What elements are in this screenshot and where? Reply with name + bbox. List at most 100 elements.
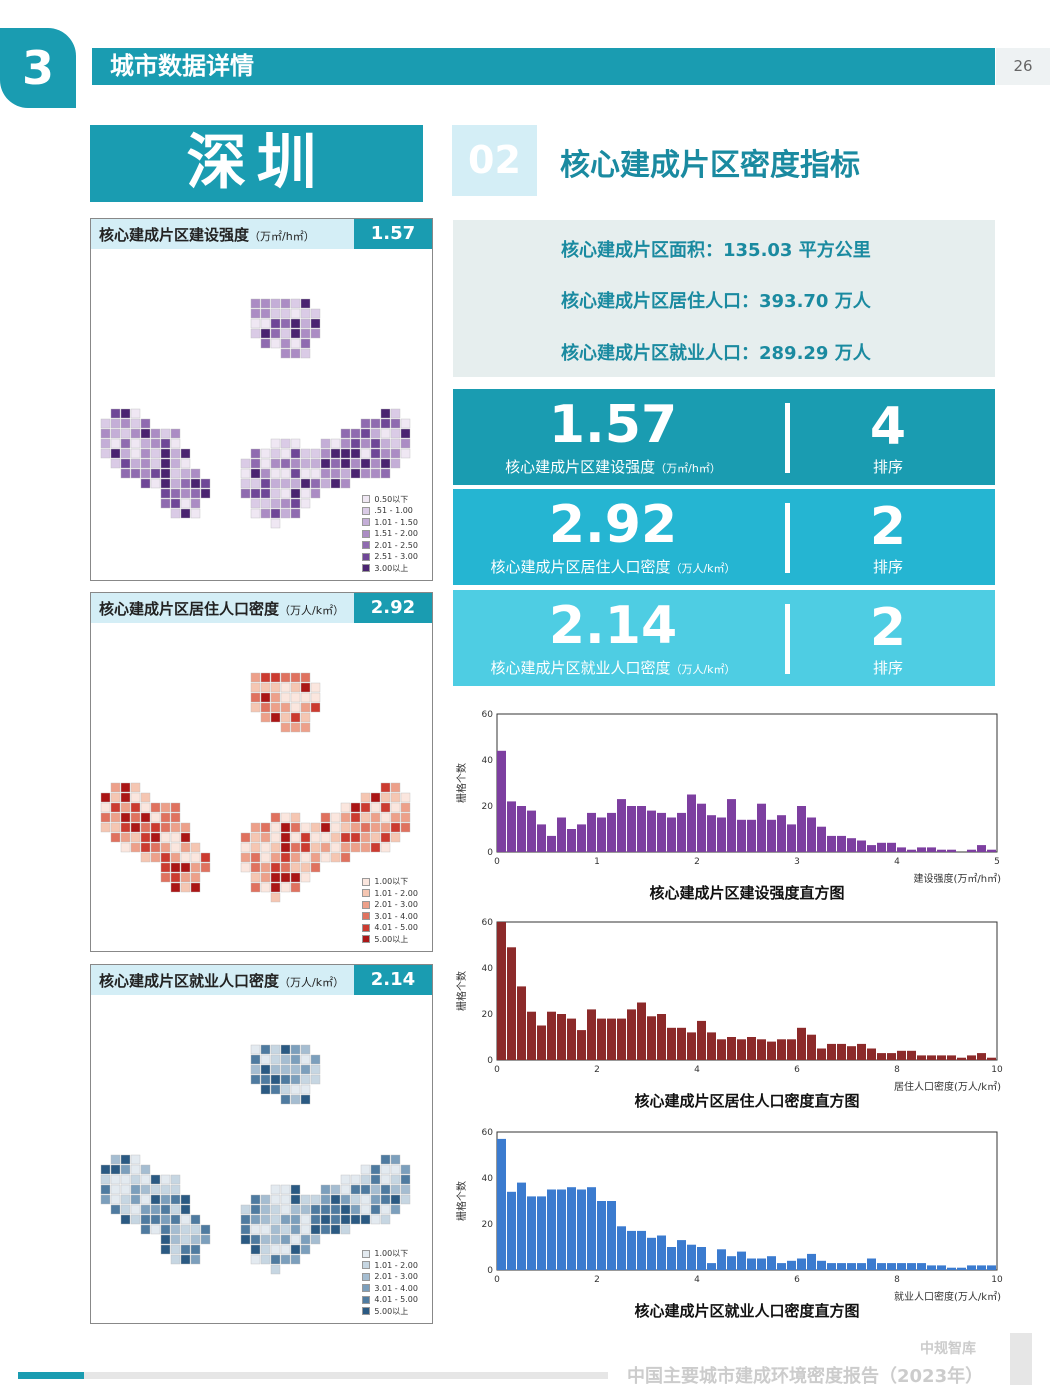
map-cell (100, 1184, 111, 1195)
legend-swatch (362, 900, 371, 909)
map-cell (150, 1184, 161, 1195)
map-cell (270, 298, 281, 309)
map-cell (290, 852, 301, 863)
map-cell (250, 488, 261, 499)
histogram-bar (597, 1018, 606, 1060)
map-cell (300, 722, 311, 733)
map-cell (240, 478, 251, 489)
map-cell (330, 832, 341, 843)
map-cell (290, 1224, 301, 1235)
map-cell (260, 872, 271, 883)
map-cell (390, 792, 401, 803)
map-cell (130, 408, 141, 419)
legend-item: 1.00以下 (362, 1248, 418, 1260)
map-cell (170, 488, 181, 499)
histogram-bar (677, 1027, 686, 1060)
map-cell (280, 1054, 291, 1065)
map-cell (270, 1064, 281, 1075)
map-cell (340, 478, 351, 489)
x-axis-label: 居住人口密度(万人/k㎡) (894, 1080, 1001, 1093)
histogram-bar (827, 1043, 836, 1060)
map-cell (190, 468, 201, 479)
y-tick-label: 60 (482, 1128, 494, 1138)
map-cell (360, 418, 371, 429)
map-cell (270, 1244, 281, 1255)
legend-label: 2.01 - 3.00 (374, 1272, 418, 1282)
map-cell (280, 862, 291, 873)
info-area: 核心建成片区面积：135.03 平方公里 (561, 240, 871, 261)
map-cells (100, 672, 411, 903)
subsection-number: 02 (452, 125, 537, 196)
map-cell (170, 468, 181, 479)
x-tick-label: 10 (991, 1065, 1003, 1075)
map-cell (360, 792, 371, 803)
map-cell (340, 468, 351, 479)
map-cell (390, 1174, 401, 1185)
map-cell (260, 692, 271, 703)
histogram-bar (987, 1265, 996, 1270)
legend-item: 1.51 - 2.00 (362, 528, 418, 540)
map-cell (260, 1244, 271, 1255)
histogram-bar (587, 1009, 596, 1060)
histogram-bar (577, 1189, 586, 1270)
map-cell (320, 842, 331, 853)
map-cell (150, 802, 161, 813)
map-cell (360, 822, 371, 833)
map-cell (360, 802, 371, 813)
map-cell (280, 672, 291, 683)
map-cell (310, 862, 321, 873)
x-tick-label: 5 (994, 857, 1000, 867)
map-cell (270, 518, 281, 529)
map-cell (400, 802, 411, 813)
legend-swatch (362, 935, 371, 944)
map-cell (110, 408, 121, 419)
y-tick-label: 0 (487, 1056, 493, 1066)
map-cell (280, 712, 291, 723)
histogram-bar (547, 1011, 556, 1060)
map-cell (380, 832, 391, 843)
map-cell (270, 1054, 281, 1065)
map-cell (160, 458, 171, 469)
map-cell (330, 448, 341, 459)
map-cell (310, 468, 321, 479)
map-cell (390, 428, 401, 439)
stat-label: 核心建成片区居住人口密度（万人/k㎡） (490, 558, 736, 576)
legend-item: .51 - 1.00 (362, 505, 418, 517)
map-cell (130, 832, 141, 843)
map-cell (380, 408, 391, 419)
map-cell (360, 832, 371, 843)
chart-title: 核心建成片区就业人口密度直方图 (634, 1302, 859, 1320)
map-cell (160, 842, 171, 853)
map-cell (130, 802, 141, 813)
map-title: 核心建成片区建设强度 (99, 225, 250, 244)
histogram-bar (697, 803, 706, 852)
map-cell (250, 1214, 261, 1225)
legend-label: 2.51 - 3.00 (374, 552, 418, 562)
y-tick-label: 0 (487, 848, 493, 858)
map-cell (170, 822, 181, 833)
map-cell (250, 498, 261, 509)
map-cell (260, 488, 271, 499)
map-cell (170, 1184, 181, 1195)
map-cell (390, 418, 401, 429)
map-cell (110, 1174, 121, 1185)
map-cell (150, 468, 161, 479)
subsection-title: 核心建成片区密度指标 (560, 148, 860, 183)
map-cell (260, 478, 271, 489)
map-cell (280, 458, 291, 469)
legend-label: .51 - 1.00 (374, 506, 413, 516)
map-cell (290, 692, 301, 703)
map-cell (290, 508, 301, 519)
histogram-bar (547, 835, 556, 852)
map-cell (280, 872, 291, 883)
histogram-bar (627, 806, 636, 852)
bars (497, 750, 996, 852)
map-cell (300, 692, 311, 703)
legend-label: 5.00以上 (374, 1306, 409, 1316)
legend-item: 2.01 - 3.00 (362, 1271, 418, 1283)
map-cell (280, 702, 291, 713)
map-cell (170, 498, 181, 509)
map-cell (140, 458, 151, 469)
legend-label: 5.00以上 (374, 934, 409, 944)
map-cell (160, 802, 171, 813)
